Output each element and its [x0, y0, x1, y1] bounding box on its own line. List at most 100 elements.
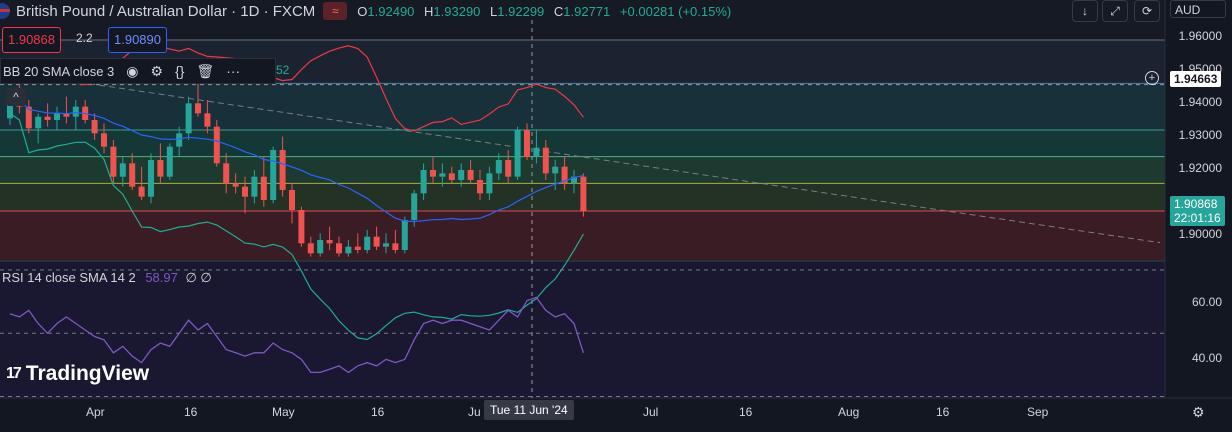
- source-code-icon[interactable]: {}: [175, 63, 185, 79]
- candle-body: [110, 146, 117, 177]
- candle-body: [44, 116, 51, 120]
- candle-body: [251, 176, 258, 197]
- symbol-title[interactable]: British Pound / Australian Dollar · 1D ·…: [16, 2, 316, 20]
- candle-body: [336, 243, 342, 254]
- candle-body: [101, 133, 107, 147]
- candle-body: [72, 106, 79, 117]
- x-axis-label: 16: [936, 405, 950, 419]
- tradingview-logo[interactable]: 17 TradingView: [6, 362, 149, 386]
- price-label: 1.94000: [1178, 95, 1222, 109]
- candle-body: [35, 116, 42, 129]
- candle-body: [213, 126, 220, 164]
- trash-icon[interactable]: 🗑: [196, 62, 215, 79]
- candle-body: [260, 176, 267, 200]
- arrow-down-icon[interactable]: ↓: [1072, 0, 1098, 22]
- x-axis-label: May: [272, 405, 295, 419]
- candle-body: [364, 236, 371, 250]
- price-zone: [0, 130, 1165, 157]
- bb-legend-label: BB 20 SMA close 3: [3, 63, 115, 79]
- expand-icon[interactable]: ⤢: [1102, 0, 1128, 22]
- rsi-axis-label: 40.00: [1191, 351, 1222, 365]
- low-value: 1.92299: [497, 3, 545, 19]
- candle-body: [232, 183, 239, 187]
- settings-icon[interactable]: ⚙: [150, 62, 164, 79]
- candle-body: [345, 246, 352, 254]
- candle-body: [148, 160, 154, 197]
- gear-icon[interactable]: ⚙: [1192, 404, 1205, 420]
- collapse-icon[interactable]: ^: [6, 88, 26, 106]
- rsi-extra: ∅ ∅: [185, 270, 212, 285]
- candle-body: [420, 170, 427, 194]
- candle-body: [289, 190, 295, 210]
- candle-body: [439, 173, 446, 177]
- x-axis-label: 16: [184, 405, 198, 419]
- last-price-value: 1.90868: [1174, 197, 1218, 211]
- x-axis-label: Aug: [838, 405, 860, 419]
- cursor-date-tag: Tue 11 Jun '24: [484, 400, 574, 420]
- bb-legend-trail: 52: [276, 63, 290, 77]
- candle-body: [195, 103, 201, 114]
- eye-icon[interactable]: ◉: [126, 62, 139, 79]
- ohlc-readout: O1.92490 H1.93290 L1.92299 C1.92771 +0.0…: [357, 3, 732, 19]
- tradingview-logo-text: TradingView: [25, 362, 150, 385]
- candle-body: [279, 150, 286, 190]
- cursor-price-tag: 1.94663: [1170, 71, 1222, 87]
- candle-body: [373, 236, 380, 247]
- rsi-pane: [0, 269, 1165, 398]
- price-zone: [0, 83, 1165, 130]
- crosshair-plus-icon[interactable]: +: [1145, 71, 1159, 85]
- screenshot-icon[interactable]: ⟳: [1134, 0, 1160, 22]
- rsi-legend[interactable]: RSI 14 close SMA 14 2 58.97 ∅ ∅: [2, 270, 212, 286]
- candle-body: [129, 163, 136, 187]
- price-label: 1.90000: [1178, 227, 1222, 241]
- candle-body: [354, 246, 361, 250]
- candle-body: [505, 160, 512, 177]
- rsi-pane-bg: [0, 262, 1165, 398]
- chart-header: British Pound / Australian Dollar · 1D ·…: [0, 0, 737, 22]
- candle-body: [383, 243, 389, 247]
- more-icon[interactable]: ···: [226, 63, 241, 79]
- candle-body: [495, 160, 502, 174]
- wave-icon[interactable]: ≈: [323, 2, 348, 20]
- candle-body: [458, 170, 465, 180]
- bb-basis-line: [9, 92, 584, 223]
- rsi-line: [9, 296, 585, 374]
- candle-body: [25, 106, 32, 129]
- candle-body: [467, 170, 474, 180]
- trendline: [19, 72, 1161, 244]
- price-label: 1.93000: [1178, 128, 1222, 142]
- currency-select[interactable]: AUD: [1170, 0, 1226, 18]
- price-label: 1.92000: [1178, 161, 1222, 175]
- spread-value: 2.2: [76, 31, 93, 45]
- bb-legend[interactable]: BB 20 SMA close 3 ◉ ⚙ {} 🗑 ···: [0, 58, 276, 84]
- candle-body: [63, 113, 70, 117]
- x-axis-label: Jul: [643, 405, 659, 419]
- bb-lower-line: [9, 112, 584, 341]
- change-value: +0.00281 (+0.15%): [619, 3, 732, 19]
- candle-body: [486, 173, 493, 194]
- candle-body: [571, 176, 577, 184]
- candle-body: [477, 180, 483, 194]
- tradingview-logo-icon: 17: [6, 365, 22, 382]
- candle-body: [401, 220, 408, 250]
- rsi-axis-label: 60.00: [1191, 295, 1222, 309]
- bar-countdown: 22:01:16: [1174, 211, 1221, 225]
- x-axis-label: 16: [739, 405, 753, 419]
- chart-background: [0, 0, 1232, 399]
- buy-button[interactable]: 1.90890: [108, 27, 167, 53]
- candle-body: [223, 163, 230, 184]
- candle-body: [580, 176, 587, 211]
- candle-body: [54, 113, 60, 120]
- price-label: 1.96000: [1178, 29, 1222, 43]
- candle-body: [298, 210, 305, 244]
- candle-body: [185, 103, 192, 134]
- candle-body: [448, 173, 455, 180]
- x-axis-label: Sep: [1027, 405, 1049, 419]
- sell-button[interactable]: 1.90868: [2, 27, 61, 53]
- candle-body: [307, 243, 314, 254]
- last-price-tag: 1.90868 22:01:16: [1170, 196, 1225, 226]
- candlestick-series: [7, 42, 587, 341]
- candle-body: [242, 186, 248, 197]
- candle-body: [166, 146, 173, 177]
